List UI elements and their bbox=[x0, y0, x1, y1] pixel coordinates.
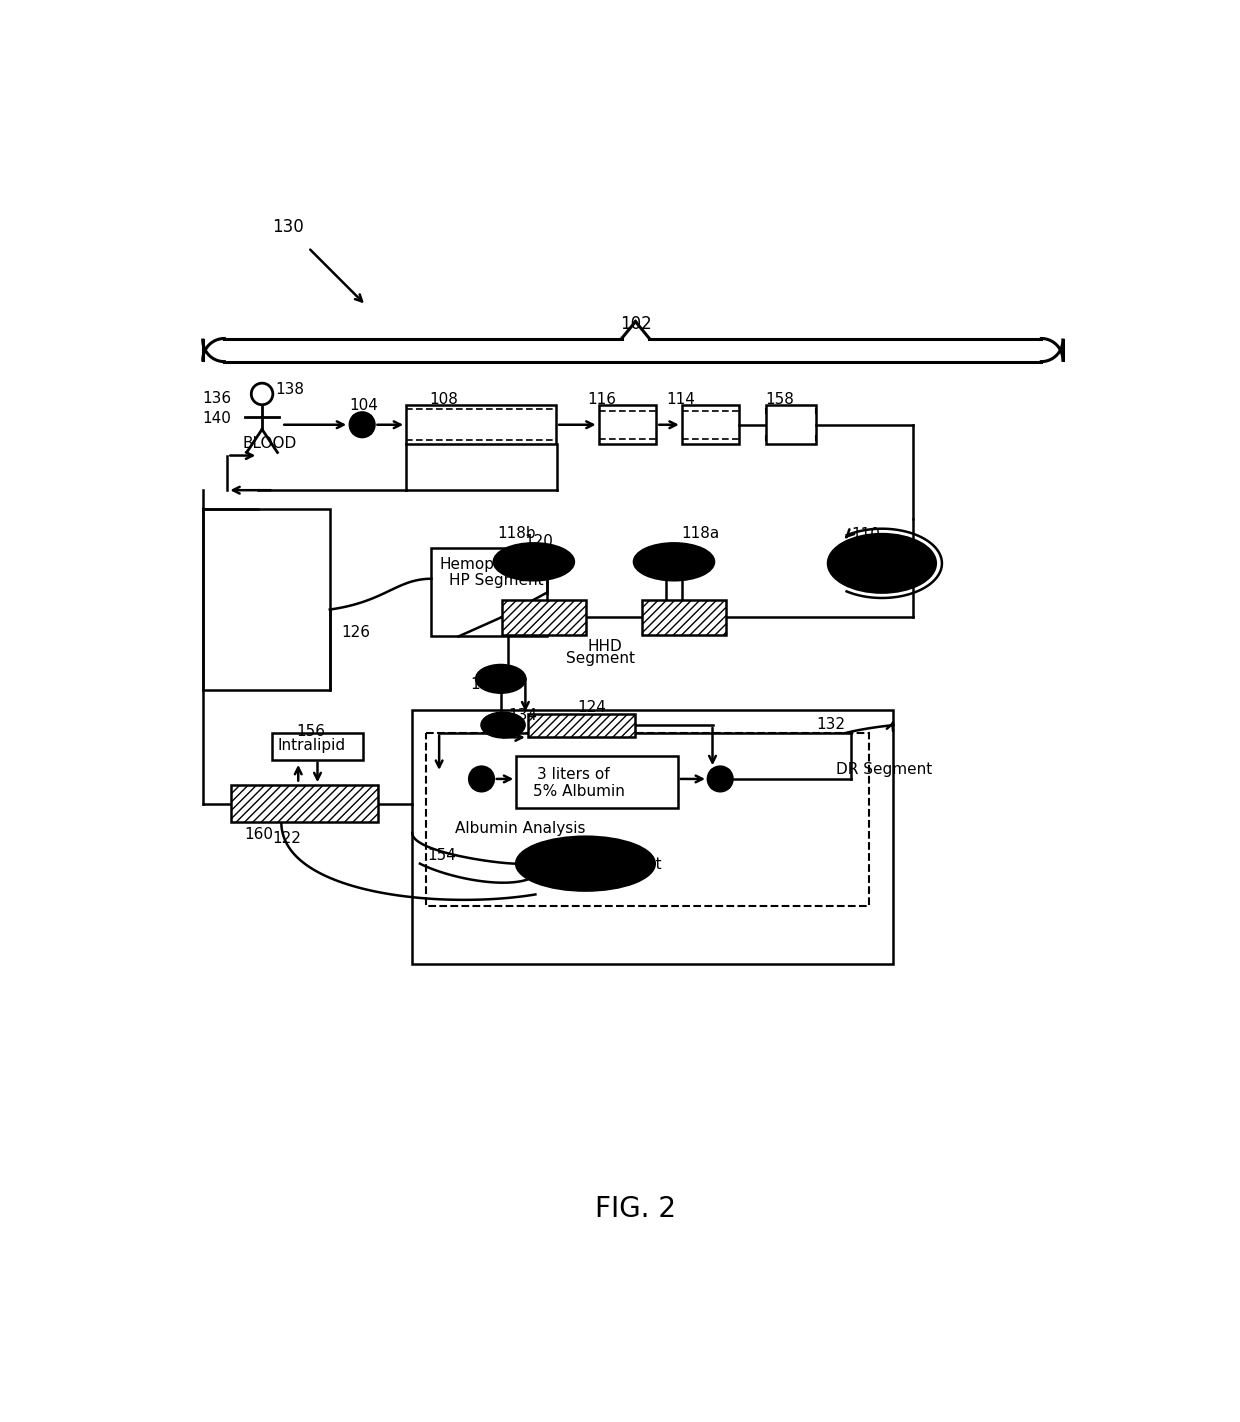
FancyBboxPatch shape bbox=[528, 714, 635, 738]
Text: BLOOD: BLOOD bbox=[243, 437, 298, 451]
FancyBboxPatch shape bbox=[272, 732, 363, 759]
Text: 120: 120 bbox=[525, 535, 553, 549]
Text: FIG. 2: FIG. 2 bbox=[595, 1194, 676, 1223]
FancyBboxPatch shape bbox=[203, 509, 330, 691]
Text: 156: 156 bbox=[296, 724, 326, 738]
Circle shape bbox=[469, 766, 494, 791]
Text: 108: 108 bbox=[429, 392, 458, 407]
Text: Segment: Segment bbox=[567, 651, 635, 665]
Text: HHD Segment: HHD Segment bbox=[553, 857, 662, 873]
Text: 114: 114 bbox=[666, 392, 696, 407]
FancyBboxPatch shape bbox=[412, 710, 894, 964]
Text: Intralipid: Intralipid bbox=[278, 738, 346, 754]
Text: HP Segment: HP Segment bbox=[449, 573, 544, 587]
Ellipse shape bbox=[494, 543, 574, 580]
Text: 5% Albumin: 5% Albumin bbox=[533, 784, 625, 799]
Text: 134: 134 bbox=[508, 708, 537, 724]
Text: 124: 124 bbox=[578, 701, 606, 715]
Text: 3 liters of: 3 liters of bbox=[537, 766, 610, 782]
Text: 158: 158 bbox=[765, 392, 794, 407]
FancyBboxPatch shape bbox=[599, 405, 656, 444]
Text: HHD: HHD bbox=[588, 638, 622, 654]
Text: DR Segment: DR Segment bbox=[836, 762, 932, 776]
Ellipse shape bbox=[828, 535, 936, 593]
Ellipse shape bbox=[481, 712, 525, 738]
Text: 102: 102 bbox=[620, 316, 652, 333]
Text: 132: 132 bbox=[816, 717, 846, 732]
Circle shape bbox=[708, 766, 733, 791]
FancyBboxPatch shape bbox=[641, 600, 727, 636]
Circle shape bbox=[350, 412, 374, 437]
Text: 130: 130 bbox=[272, 219, 304, 236]
Ellipse shape bbox=[634, 543, 714, 580]
Text: 112: 112 bbox=[471, 677, 500, 693]
Text: 104: 104 bbox=[350, 398, 378, 412]
Text: Albumin Analysis: Albumin Analysis bbox=[455, 822, 585, 836]
Text: 126: 126 bbox=[341, 624, 371, 640]
Ellipse shape bbox=[476, 665, 526, 693]
FancyBboxPatch shape bbox=[432, 547, 547, 637]
Text: Hemoperfusion: Hemoperfusion bbox=[439, 557, 557, 572]
Text: 118b: 118b bbox=[497, 526, 536, 542]
Text: 136: 136 bbox=[203, 391, 232, 405]
FancyBboxPatch shape bbox=[427, 732, 869, 906]
Text: 118a: 118a bbox=[682, 526, 720, 542]
FancyBboxPatch shape bbox=[516, 757, 678, 808]
Text: 154: 154 bbox=[428, 849, 456, 863]
FancyBboxPatch shape bbox=[405, 405, 557, 444]
FancyBboxPatch shape bbox=[766, 405, 816, 444]
Text: 138: 138 bbox=[275, 383, 304, 397]
Text: 116: 116 bbox=[588, 392, 616, 407]
FancyBboxPatch shape bbox=[682, 405, 739, 444]
Ellipse shape bbox=[516, 836, 655, 890]
FancyBboxPatch shape bbox=[501, 600, 587, 636]
FancyBboxPatch shape bbox=[231, 785, 377, 822]
Text: 122: 122 bbox=[272, 832, 301, 846]
Text: 160: 160 bbox=[244, 826, 273, 842]
Text: 140: 140 bbox=[203, 411, 232, 425]
Text: 110: 110 bbox=[851, 528, 880, 542]
